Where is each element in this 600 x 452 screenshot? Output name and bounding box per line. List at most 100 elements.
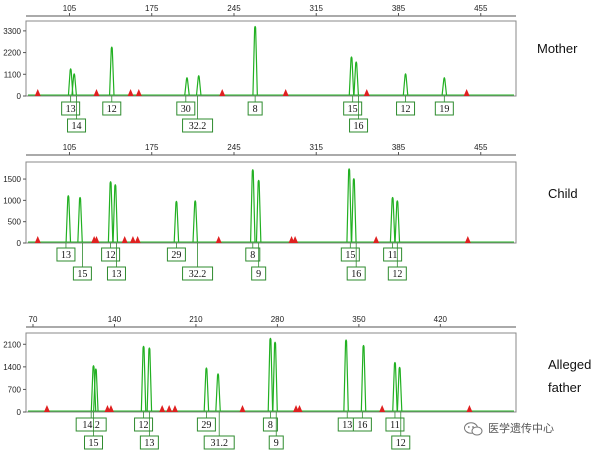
- peak: [67, 68, 74, 96]
- peak: [396, 366, 403, 412]
- allele-box: [75, 417, 107, 432]
- allele-box: [182, 266, 214, 281]
- x-tick-label: 455: [474, 143, 488, 152]
- size-marker: [373, 236, 380, 243]
- allele-box: [340, 247, 360, 262]
- peak: [255, 179, 262, 243]
- allele-box: [352, 417, 372, 432]
- peak: [252, 25, 258, 96]
- x-tick-label: 105: [63, 143, 77, 152]
- plot-frame: [25, 20, 517, 97]
- allele-label: 8: [250, 250, 255, 261]
- size-marker: [171, 405, 178, 412]
- peak: [173, 200, 180, 243]
- x-tick-label: 245: [227, 143, 241, 152]
- allele-label: 12: [396, 438, 406, 449]
- mother-panel: 105 175 245 315 385 455 0 1100 2200 3300 13 14 12 30 3…: [3, 4, 517, 133]
- peak: [108, 46, 115, 96]
- allele-box: [268, 435, 284, 450]
- allele-label: 14: [72, 121, 82, 132]
- size-marker: [159, 405, 166, 412]
- allele-box: [203, 435, 235, 450]
- x-tick-label: 105: [63, 4, 77, 13]
- allele-label: 19: [439, 104, 449, 115]
- allele-box: [56, 247, 76, 262]
- allele-box: [346, 266, 366, 281]
- y-tick-label: 2100: [3, 340, 21, 349]
- x-tick-label: 140: [108, 315, 122, 324]
- allele-box: [106, 266, 126, 281]
- allele-label: 15: [77, 269, 87, 280]
- plot-frame: [25, 161, 517, 244]
- allele-label: 13: [111, 269, 121, 280]
- peak: [249, 169, 256, 243]
- x-tick-label: 350: [352, 315, 366, 324]
- allele-label: 12: [401, 104, 411, 115]
- peak: [93, 368, 99, 412]
- alleged-label-line2: father: [548, 380, 582, 395]
- mother-label: Mother: [537, 41, 578, 56]
- size-marker: [215, 236, 222, 243]
- allele-box: [182, 118, 214, 133]
- allele-box: [176, 101, 196, 116]
- x-tick-label: 315: [310, 143, 324, 152]
- watermark: 医学遗传中心: [464, 421, 554, 436]
- size-marker: [127, 89, 134, 96]
- allele-label: 29: [171, 250, 181, 261]
- allele-label: 15: [348, 104, 358, 115]
- allele-box: [385, 417, 405, 432]
- peak: [203, 367, 210, 412]
- peak: [348, 56, 355, 96]
- size-marker: [466, 405, 473, 412]
- size-marker: [34, 89, 41, 96]
- peak: [90, 365, 97, 412]
- allele-box: [84, 435, 104, 450]
- x-tick-label: 385: [392, 4, 406, 13]
- size-marker: [296, 405, 303, 412]
- size-marker: [34, 236, 41, 243]
- x-tick-label: 385: [392, 143, 406, 152]
- allele-label: 29: [201, 420, 211, 431]
- plot-frame: [25, 332, 517, 413]
- allele-box: [247, 101, 263, 116]
- y-tick-label: 1100: [4, 70, 22, 79]
- size-marker: [379, 405, 386, 412]
- allele-label: 14.2: [82, 420, 100, 431]
- peak: [77, 196, 83, 243]
- peak: [441, 77, 448, 96]
- allele-label: 12: [392, 269, 402, 280]
- allele-box: [101, 247, 121, 262]
- child-label: Child: [548, 186, 578, 201]
- allele-box: [245, 247, 261, 262]
- x-tick-label: 70: [29, 315, 38, 324]
- peak: [394, 200, 401, 243]
- allele-label: 15: [345, 250, 355, 261]
- x-tick-label: 455: [474, 4, 488, 13]
- allele-box: [434, 101, 454, 116]
- y-tick-label: 1500: [3, 175, 21, 184]
- size-marker: [121, 236, 128, 243]
- peak: [146, 347, 153, 412]
- peak: [192, 200, 199, 243]
- peak: [215, 373, 221, 412]
- allele-box: [134, 417, 154, 432]
- child-panel: 105 175 245 315 385 455 0 500 1000 1500 13 15 12 13 29…: [3, 143, 517, 281]
- alleged-father-panel: 70 140 210 280 350 420 0 700 1400 2100 14.2 15 12 13 2…: [3, 315, 517, 450]
- allele-box: [251, 266, 267, 281]
- peak: [65, 195, 72, 243]
- allele-label: 12: [107, 104, 117, 115]
- size-marker: [219, 89, 226, 96]
- allele-box: [396, 101, 416, 116]
- allele-box: [262, 417, 278, 432]
- allele-box: [139, 435, 159, 450]
- allele-label: 11: [390, 420, 400, 431]
- size-marker: [464, 236, 471, 243]
- allele-label: 13: [61, 250, 71, 261]
- size-marker: [282, 89, 289, 96]
- size-marker: [363, 89, 370, 96]
- peak: [195, 75, 202, 96]
- size-marker: [463, 89, 470, 96]
- size-marker: [166, 405, 173, 412]
- size-marker: [93, 89, 100, 96]
- size-marker: [107, 405, 114, 412]
